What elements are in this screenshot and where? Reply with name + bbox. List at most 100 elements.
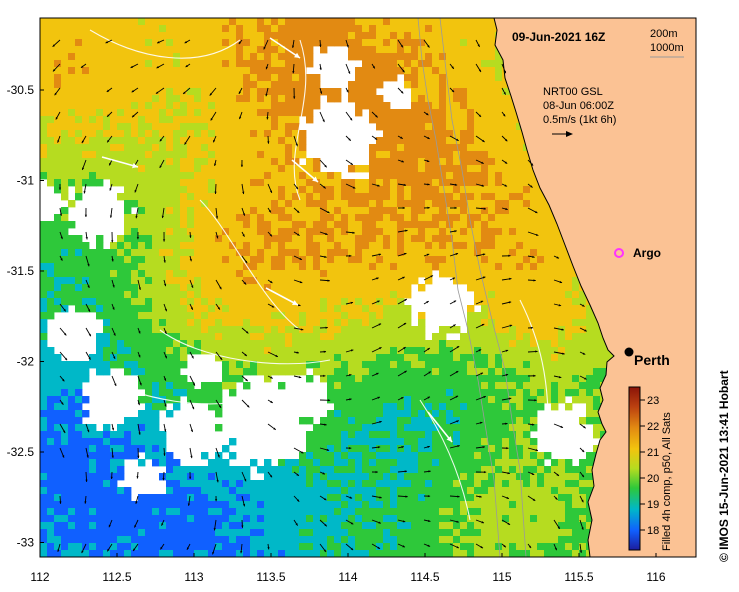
sst-pixel — [579, 480, 587, 488]
sst-pixel — [285, 277, 293, 285]
sst-pixel — [285, 522, 293, 530]
sst-pixel — [320, 298, 328, 306]
sst-pixel — [222, 32, 230, 40]
sst-pixel — [453, 256, 461, 264]
sst-pixel — [271, 123, 279, 131]
sst-pixel — [481, 207, 489, 215]
sst-pixel — [82, 165, 90, 173]
sst-pixel — [229, 109, 237, 117]
sst-pixel — [299, 368, 307, 376]
sst-pixel — [558, 277, 566, 285]
sst-pixel — [103, 368, 111, 376]
sst-pixel — [404, 53, 412, 61]
sst-pixel — [481, 466, 489, 474]
sst-pixel — [208, 256, 216, 264]
sst-pixel — [271, 319, 279, 327]
sst-pixel — [215, 137, 223, 145]
sst-pixel — [467, 130, 475, 138]
sst-pixel — [236, 284, 244, 292]
sst-pixel — [558, 466, 566, 474]
sst-pixel — [488, 277, 496, 285]
sst-pixel — [404, 403, 412, 411]
sst-pixel — [68, 424, 76, 432]
sst-pixel — [180, 172, 188, 180]
sst-pixel — [152, 263, 160, 271]
sst-pixel — [89, 46, 97, 54]
sst-pixel — [397, 263, 405, 271]
sst-pixel — [411, 165, 419, 173]
sst-pixel — [75, 375, 83, 383]
sst-pixel — [411, 109, 419, 117]
sst-pixel — [180, 277, 188, 285]
sst-pixel — [138, 305, 146, 313]
sst-pixel — [187, 200, 195, 208]
sst-pixel — [474, 235, 482, 243]
sst-pixel — [474, 501, 482, 509]
sst-pixel — [327, 277, 335, 285]
sst-pixel — [75, 235, 83, 243]
sst-pixel — [537, 228, 545, 236]
sst-pixel — [250, 214, 258, 222]
sst-pixel — [355, 340, 363, 348]
sst-pixel — [376, 221, 384, 229]
sst-pixel — [397, 445, 405, 453]
sst-pixel — [327, 291, 335, 299]
sst-pixel — [411, 368, 419, 376]
sst-pixel — [131, 312, 139, 320]
sst-pixel — [47, 305, 55, 313]
sst-pixel — [425, 151, 433, 159]
sst-pixel — [390, 291, 398, 299]
sst-pixel — [124, 340, 132, 348]
sst-pixel — [159, 445, 167, 453]
sst-pixel — [530, 333, 538, 341]
sst-pixel — [593, 396, 601, 404]
sst-pixel — [264, 214, 272, 222]
sst-pixel — [453, 179, 461, 187]
sst-pixel — [68, 284, 76, 292]
sst-pixel — [96, 333, 104, 341]
sst-pixel — [453, 403, 461, 411]
sst-pixel — [572, 494, 580, 502]
sst-pixel — [397, 256, 405, 264]
sst-pixel — [68, 53, 76, 61]
sst-pixel — [523, 186, 531, 194]
sst-pixel — [369, 74, 377, 82]
sst-pixel — [516, 501, 524, 509]
sst-pixel — [292, 529, 300, 537]
sst-pixel — [173, 347, 181, 355]
sst-pixel — [243, 165, 251, 173]
sst-pixel — [285, 102, 293, 110]
sst-pixel — [362, 333, 370, 341]
sst-pixel — [278, 39, 286, 47]
sst-pixel — [61, 109, 69, 117]
sst-pixel — [131, 452, 139, 460]
sst-pixel — [292, 74, 300, 82]
sst-pixel — [47, 256, 55, 264]
sst-pixel — [138, 459, 146, 467]
sst-pixel — [229, 340, 237, 348]
sst-pixel — [173, 18, 181, 26]
sst-pixel — [201, 270, 209, 278]
sst-pixel — [355, 459, 363, 467]
sst-pixel — [292, 172, 300, 180]
sst-pixel — [257, 53, 265, 61]
sst-pixel — [180, 382, 188, 390]
sst-pixel — [369, 53, 377, 61]
sst-pixel — [229, 116, 237, 124]
sst-pixel — [103, 123, 111, 131]
sst-pixel — [75, 67, 83, 75]
sst-pixel — [138, 25, 146, 33]
sst-pixel — [173, 284, 181, 292]
sst-pixel — [425, 403, 433, 411]
sst-pixel — [572, 312, 580, 320]
sst-pixel — [75, 417, 83, 425]
sst-pixel — [404, 67, 412, 75]
sst-pixel — [194, 137, 202, 145]
sst-pixel — [369, 256, 377, 264]
sst-pixel — [40, 312, 48, 320]
sst-pixel — [229, 74, 237, 82]
sst-pixel — [180, 312, 188, 320]
sst-pixel — [215, 81, 223, 89]
sst-pixel — [285, 137, 293, 145]
sst-pixel — [292, 67, 300, 75]
